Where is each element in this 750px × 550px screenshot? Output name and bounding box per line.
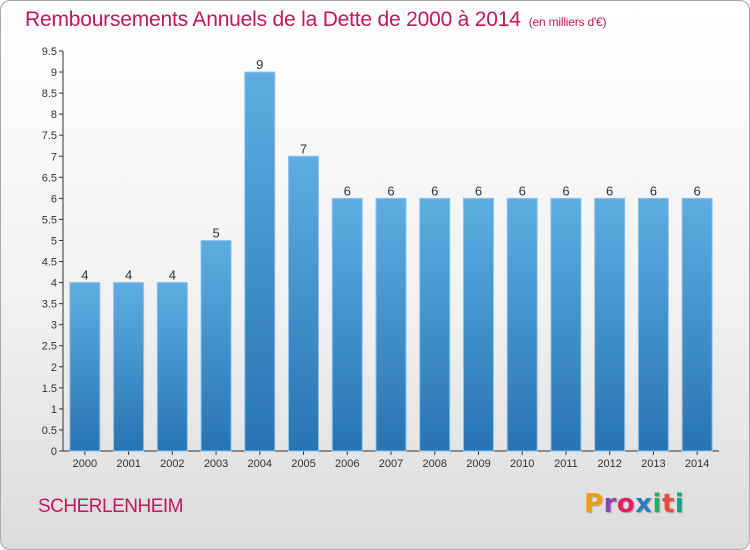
y-tick-label: 2.5	[42, 341, 57, 353]
chart-title: Remboursements Annuels de la Dette de 20…	[25, 8, 606, 32]
bar-value-label: 6	[387, 183, 394, 198]
bar-2009	[462, 197, 494, 452]
logo-letter: r	[603, 489, 617, 519]
logo-letter: x	[635, 489, 653, 519]
y-tick-label: 5.5	[42, 214, 57, 226]
bar-2011	[550, 197, 582, 452]
y-tick-label: 6	[51, 193, 57, 205]
x-tick-label: 2005	[291, 458, 315, 470]
x-tick-label: 2014	[685, 458, 709, 470]
bar-value-label: 4	[81, 268, 88, 283]
bar-2005	[288, 155, 320, 452]
bar-value-label: 6	[475, 183, 482, 198]
logo-letter: i	[652, 489, 662, 519]
labels: 2000 4 2001 4 2002 4 2003 5 2004 9 2005 7 2006 6 2007 6…	[73, 57, 710, 470]
bar-value-label: 7	[300, 141, 307, 156]
bar-value-label: 6	[431, 183, 438, 198]
logo-letter: o	[616, 489, 636, 519]
y-tick-label: 8.5	[42, 88, 57, 100]
bar-value-label: 5	[212, 225, 219, 240]
x-tick-label: 2007	[379, 458, 403, 470]
y-tick-label: 6.5	[42, 172, 57, 184]
bar-value-label: 6	[344, 183, 351, 198]
bars	[69, 71, 713, 452]
bar-2014	[681, 197, 713, 452]
y-tick-label: 5	[51, 235, 57, 247]
logo-letter: t	[661, 489, 675, 519]
y-tick-label: 3	[51, 320, 57, 332]
x-tick-label: 2009	[466, 458, 490, 470]
bar-value-label: 6	[519, 183, 526, 198]
y-tick-label: 4.5	[42, 257, 57, 269]
bar-2007	[375, 197, 407, 452]
y-tick-label: 8	[51, 109, 57, 121]
bar-value-label: 4	[125, 268, 132, 283]
y-tick-label: 2	[51, 362, 57, 374]
bar-value-label: 6	[606, 183, 613, 198]
proxiti-logo: Proxiti	[584, 489, 684, 519]
x-tick-label: 2000	[73, 458, 97, 470]
logo-letter: i	[674, 489, 685, 519]
y-tick-label: 1	[51, 404, 57, 416]
y-tick-label: 4	[51, 278, 57, 290]
bar-2013	[637, 197, 669, 452]
y-tick-label: 9.5	[42, 46, 57, 58]
bar-value-label: 6	[650, 183, 657, 198]
bar-2000	[69, 282, 101, 452]
bar-2008	[419, 197, 451, 452]
x-tick-label: 2004	[248, 458, 272, 470]
bar-value-label: 9	[256, 57, 263, 72]
bar-2010	[506, 197, 538, 452]
x-tick-label: 2008	[422, 458, 446, 470]
logo-letter: P	[584, 489, 604, 519]
bar-value-label: 6	[694, 183, 701, 198]
chart-subtitle: (en milliers d'€)	[528, 15, 607, 29]
bar-2004	[244, 71, 276, 452]
x-tick-label: 2010	[510, 458, 534, 470]
x-tick-label: 2002	[160, 458, 184, 470]
x-tick-label: 2012	[597, 458, 621, 470]
bar-2002	[156, 282, 188, 452]
y-tick-label: 9	[51, 67, 57, 79]
bar-2012	[594, 197, 626, 452]
x-tick-label: 2011	[554, 458, 578, 470]
y-tick-label: 0.5	[42, 425, 57, 437]
x-tick-label: 2013	[641, 458, 665, 470]
y-tick-label: 3.5	[42, 299, 57, 311]
y-tick-label: 1.5	[42, 383, 57, 395]
bar-2001	[113, 282, 145, 452]
x-tick-label: 2001	[116, 458, 140, 470]
chart-title-text: Remboursements Annuels de la Dette de 20…	[25, 8, 521, 31]
y-tick-label: 0	[51, 446, 57, 458]
bar-2003	[200, 239, 232, 452]
bar-2006	[331, 197, 363, 452]
x-tick-label: 2006	[335, 458, 359, 470]
y-tick-label: 7	[51, 151, 57, 163]
bar-value-label: 4	[169, 268, 176, 283]
commune-name: SCHERLENHEIM	[38, 496, 183, 517]
bar-value-label: 6	[562, 183, 569, 198]
y-tick-label: 7.5	[42, 130, 57, 142]
x-tick-label: 2003	[204, 458, 228, 470]
